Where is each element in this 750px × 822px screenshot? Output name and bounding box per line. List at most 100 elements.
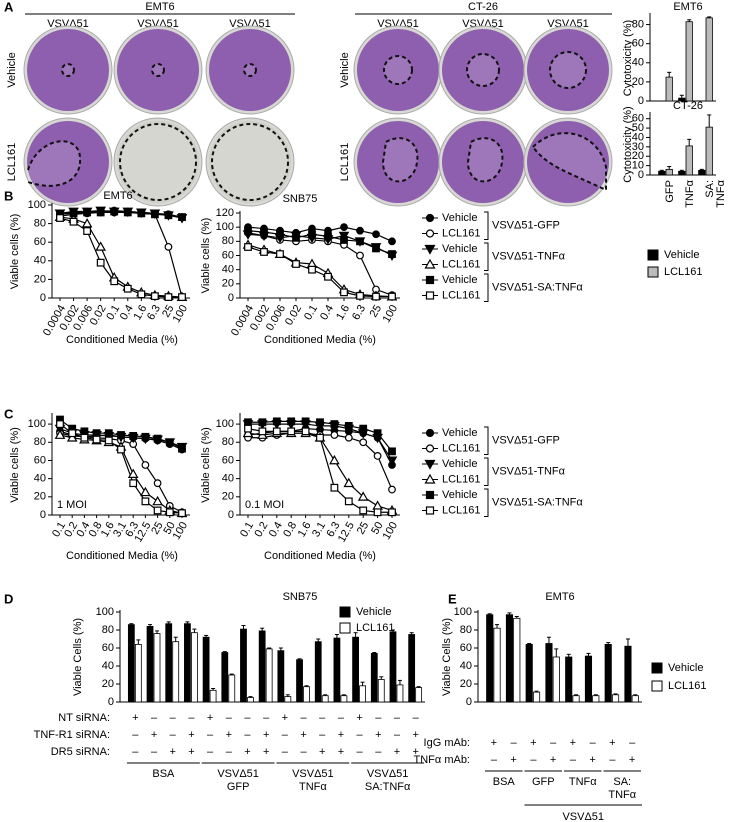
marker xyxy=(372,244,380,253)
series-line xyxy=(247,244,393,298)
marker xyxy=(178,509,186,518)
dashed-outline xyxy=(549,51,587,89)
bar xyxy=(572,695,580,703)
bar xyxy=(296,659,303,703)
sign: – xyxy=(550,737,557,749)
bar xyxy=(486,614,494,703)
panel-letter: A xyxy=(4,0,14,14)
marker xyxy=(425,490,435,500)
marker xyxy=(244,424,252,433)
group-label: BSA xyxy=(493,776,516,788)
x-axis-label: Conditioned Media (%) xyxy=(66,334,178,346)
legend-bracket xyxy=(484,457,489,486)
sign: – xyxy=(491,754,498,766)
sign: + xyxy=(570,737,576,749)
sign: + xyxy=(263,729,269,741)
marker xyxy=(141,461,150,469)
series-line xyxy=(247,246,392,298)
series-line xyxy=(248,432,393,490)
dashed-outline xyxy=(381,137,419,183)
panel-letter: D xyxy=(4,591,13,606)
legend-label: LCL161 xyxy=(442,473,481,485)
y-tick-label: 80 xyxy=(222,436,234,448)
legend-label: Vehicle xyxy=(442,212,477,224)
row-label: LCL161 xyxy=(339,143,351,182)
x-tick-label: 1.6 xyxy=(334,303,352,322)
plate xyxy=(357,121,439,203)
bar xyxy=(134,644,142,703)
marker xyxy=(104,429,113,438)
marker xyxy=(117,445,125,454)
bar xyxy=(277,650,285,703)
marker xyxy=(165,438,174,447)
y-axis-label: Viable Cells (%) xyxy=(72,618,84,696)
y-tick-label: 0 xyxy=(466,696,472,708)
group-label: VSVΔ51 xyxy=(217,768,259,780)
legend-swatch xyxy=(339,606,351,618)
y-axis-label: Viable Cells (%) xyxy=(441,618,453,696)
bar xyxy=(303,686,310,703)
bar xyxy=(624,645,632,703)
bar xyxy=(525,644,533,703)
legend-label: Vehicle xyxy=(442,274,477,286)
marker xyxy=(96,208,105,217)
sign: + xyxy=(356,712,362,724)
series-line xyxy=(247,233,393,257)
marker xyxy=(258,427,267,436)
x-tick-label: 100 xyxy=(171,520,191,542)
panel-letter: B xyxy=(4,188,13,203)
sign: – xyxy=(375,746,382,758)
marker xyxy=(92,435,101,444)
bar xyxy=(314,641,322,703)
bar xyxy=(552,656,560,703)
x-tick-label: 0.1 xyxy=(302,303,320,322)
x-tick-label: 100 xyxy=(381,303,401,325)
bar xyxy=(685,145,693,176)
marker xyxy=(388,508,396,517)
marker xyxy=(308,230,316,239)
marker xyxy=(137,290,146,299)
x-axis-label: Conditioned Media (%) xyxy=(264,334,376,346)
marker xyxy=(66,432,78,442)
dashed-outline xyxy=(151,63,165,77)
plate xyxy=(27,121,109,203)
marker xyxy=(141,432,150,441)
chart-title: EMT6 xyxy=(103,190,132,202)
series-line xyxy=(59,210,183,218)
dashed-outline xyxy=(61,63,75,77)
bar xyxy=(370,653,378,703)
marker xyxy=(276,230,284,239)
marker xyxy=(137,209,146,218)
x-tick-label: 12.5 xyxy=(336,520,357,545)
x-tick-label: 0.1 xyxy=(238,520,256,539)
sign: + xyxy=(412,729,418,741)
y-tick-label: 60 xyxy=(222,249,234,261)
marker xyxy=(372,500,383,510)
marker xyxy=(330,483,339,492)
plate xyxy=(357,29,439,111)
bar xyxy=(493,627,501,703)
plate xyxy=(442,121,524,203)
marker xyxy=(140,486,151,497)
marker xyxy=(110,277,119,286)
bar xyxy=(658,170,666,176)
legend-label: LCL161 xyxy=(442,289,481,301)
bar xyxy=(545,643,553,703)
y-tick-label: 40 xyxy=(102,660,114,672)
sign: + xyxy=(412,746,418,758)
marker xyxy=(258,418,267,427)
y-tick-label: 60 xyxy=(102,642,114,654)
legend-label: Vehicle xyxy=(442,489,477,501)
marker xyxy=(373,429,382,438)
marker xyxy=(388,485,396,494)
marker xyxy=(292,233,300,242)
series-line xyxy=(247,230,393,255)
sign: – xyxy=(207,746,214,758)
y-tick-label: 0 xyxy=(638,95,644,107)
row-label: NT siRNA: xyxy=(58,712,110,724)
bar xyxy=(321,695,329,703)
marker xyxy=(388,237,396,246)
x-tick-label: TNFα xyxy=(684,179,696,207)
marker xyxy=(356,291,364,300)
legend-swatch xyxy=(651,662,663,674)
